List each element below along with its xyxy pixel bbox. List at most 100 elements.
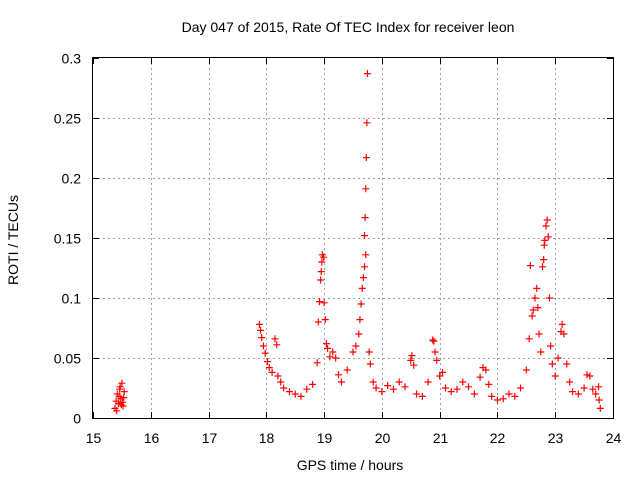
y-tick-label: 0.1	[62, 291, 82, 307]
data-point	[395, 378, 403, 386]
data-point	[534, 304, 542, 312]
data-point	[453, 385, 461, 393]
data-point	[384, 382, 392, 390]
data-point	[482, 366, 490, 374]
y-axis-title: ROTI / TECUs	[5, 195, 21, 285]
data-point	[352, 342, 360, 350]
x-tick-label: 23	[548, 430, 564, 446]
data-point	[322, 340, 330, 348]
data-point	[343, 366, 351, 374]
data-point	[542, 222, 550, 230]
data-point	[324, 344, 332, 352]
data-point	[551, 372, 559, 380]
data-point	[436, 372, 444, 380]
y-tick-label: 0.05	[54, 351, 81, 367]
x-tick-label: 18	[259, 430, 275, 446]
data-point	[259, 342, 267, 350]
data-point	[554, 354, 562, 362]
data-point	[544, 233, 552, 241]
data-point	[563, 360, 571, 368]
data-point	[358, 284, 366, 292]
data-point	[366, 360, 374, 368]
data-point	[548, 360, 556, 368]
data-point	[277, 378, 285, 386]
x-tick-label: 17	[202, 430, 218, 446]
data-point	[430, 337, 438, 345]
data-point	[362, 185, 370, 193]
data-point	[320, 253, 328, 261]
plot-frame	[92, 57, 614, 419]
data-point	[558, 320, 566, 328]
data-point	[493, 396, 501, 404]
data-point	[537, 348, 545, 356]
y-tick-label: 0.2	[62, 171, 82, 187]
data-point	[365, 348, 373, 356]
data-point	[569, 388, 577, 396]
data-point	[315, 298, 323, 306]
data-point	[539, 263, 547, 271]
data-point	[261, 349, 269, 357]
data-point	[517, 384, 525, 392]
data-point	[459, 378, 467, 386]
data-point	[529, 306, 537, 314]
data-point	[499, 395, 507, 403]
y-tick-label: 0	[73, 411, 81, 427]
data-point	[120, 394, 128, 402]
data-point	[488, 392, 496, 400]
data-point	[356, 316, 364, 324]
x-tick-label: 15	[86, 430, 102, 446]
data-point	[470, 390, 478, 398]
data-point	[265, 364, 273, 372]
data-point	[528, 312, 536, 320]
data-point	[332, 354, 340, 362]
data-point	[318, 258, 326, 266]
data-point	[303, 385, 311, 393]
data-point	[116, 383, 124, 391]
data-point	[589, 385, 597, 393]
data-point	[362, 251, 370, 259]
data-point	[115, 392, 123, 400]
axis-ticks: 15 16 17 18 19 20 21 22 23 24 0 0.05 0.1 0.15 0.2 0.25 0…	[54, 51, 622, 447]
data-points	[111, 70, 604, 415]
data-point	[329, 348, 337, 356]
data-point	[314, 318, 322, 326]
data-point	[378, 388, 386, 396]
data-point	[313, 359, 321, 367]
data-point	[485, 380, 493, 388]
x-axis-title: GPS time / hours	[297, 457, 404, 473]
data-point	[359, 274, 367, 282]
data-point	[349, 348, 357, 356]
x-tick-label: 21	[433, 430, 449, 446]
y-tick-label: 0.25	[54, 111, 81, 127]
data-point	[511, 392, 519, 400]
data-point	[258, 334, 266, 342]
data-point	[361, 263, 369, 271]
data-point	[595, 396, 603, 404]
data-point	[476, 373, 484, 381]
data-point	[273, 341, 281, 349]
data-point	[540, 256, 548, 264]
data-point	[257, 326, 265, 334]
data-point	[337, 378, 345, 386]
x-tick-label: 24	[606, 430, 622, 446]
data-point	[431, 348, 439, 356]
data-point	[372, 384, 380, 392]
data-point	[363, 70, 371, 78]
data-point	[268, 368, 276, 376]
data-point	[361, 232, 369, 240]
data-point	[326, 353, 334, 361]
y-tick-label: 0.15	[54, 231, 81, 247]
data-point	[574, 390, 582, 398]
data-point	[297, 392, 305, 400]
grid	[93, 58, 613, 418]
data-point	[547, 342, 555, 350]
data-point	[357, 300, 365, 308]
data-point	[408, 352, 416, 360]
data-point	[410, 361, 418, 369]
data-point	[595, 383, 603, 391]
data-point	[362, 154, 370, 162]
data-point	[580, 384, 588, 392]
data-point	[413, 390, 421, 398]
data-point	[320, 299, 328, 307]
data-point	[274, 372, 282, 380]
